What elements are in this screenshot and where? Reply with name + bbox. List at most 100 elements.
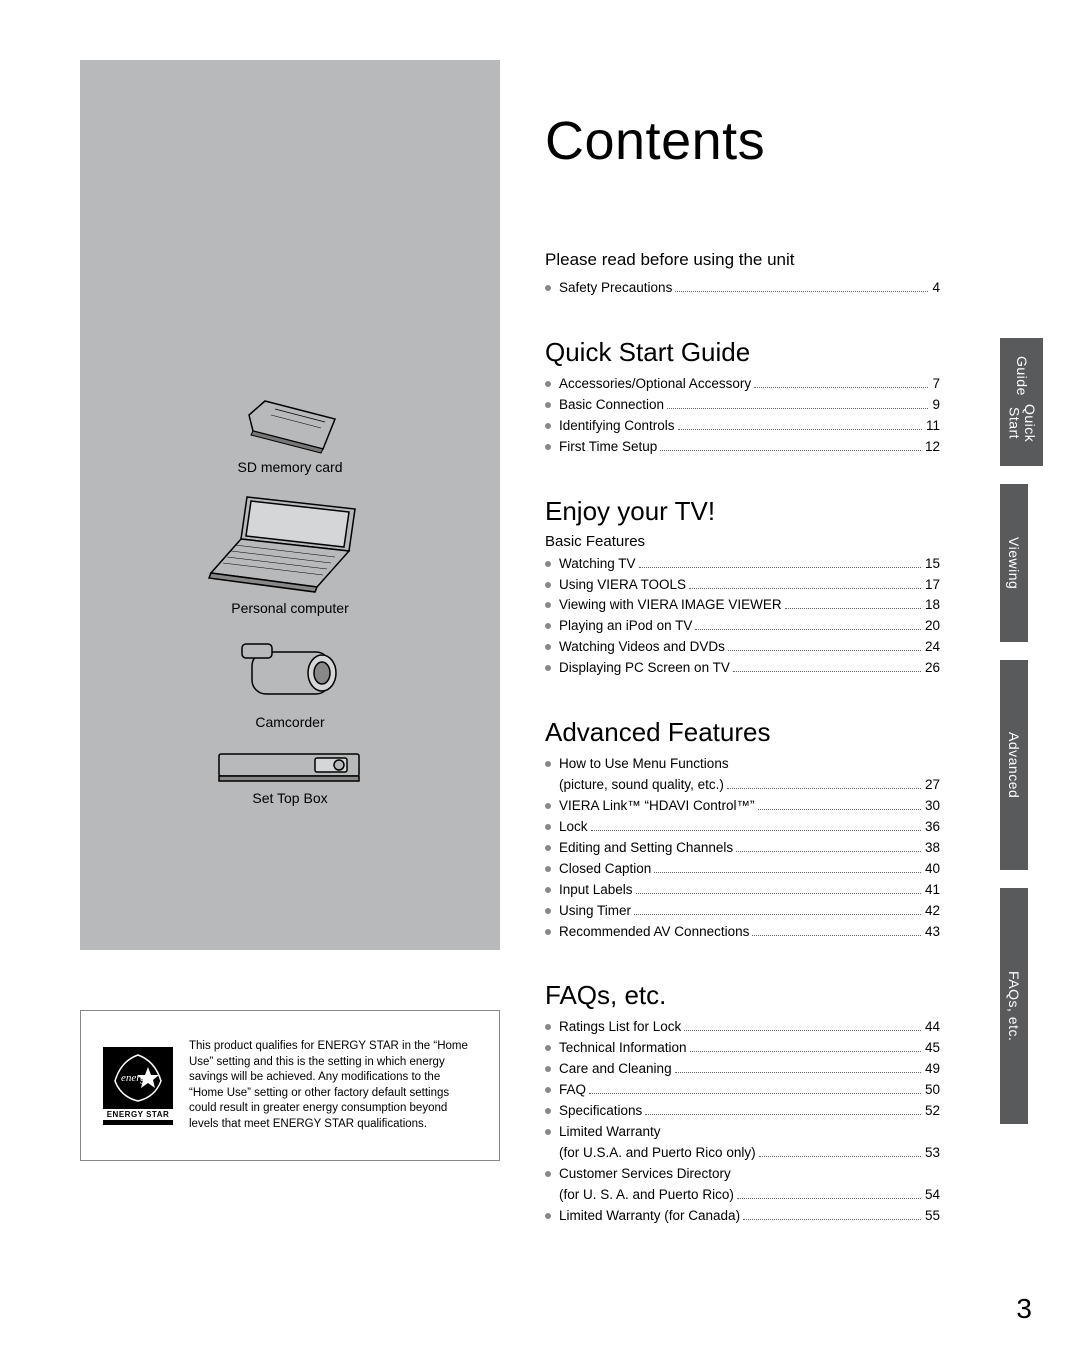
toc-item-page: 43 <box>925 922 940 943</box>
toc-item: Recommended AV Connections43 <box>545 922 940 943</box>
leader-dots <box>634 914 921 915</box>
section-heading: Advanced Features <box>545 717 940 748</box>
left-column: SD memory card <box>80 60 500 1161</box>
device-camcorder: Camcorder <box>160 634 420 730</box>
section-heading: Quick Start Guide <box>545 337 940 368</box>
toc-item: Input Labels41 <box>545 880 940 901</box>
leader-dots <box>727 788 921 789</box>
device-illustration-panel: SD memory card <box>80 60 500 950</box>
toc-item-label: Editing and Setting Channels <box>559 838 733 859</box>
leader-dots <box>733 671 921 672</box>
toc-item-label: Accessories/Optional Accessory <box>559 374 751 395</box>
section-heading: Enjoy your TV! <box>545 496 940 527</box>
toc-item-page: 30 <box>925 796 940 817</box>
leader-dots <box>690 1051 921 1052</box>
toc-item-page: 15 <box>925 554 940 575</box>
toc-item: Basic Connection9 <box>545 395 940 416</box>
toc-item-page: 40 <box>925 859 940 880</box>
bullet-icon <box>545 602 551 608</box>
toc-item-page: 27 <box>925 775 940 796</box>
toc-item-label: Viewing with VIERA IMAGE VIEWER <box>559 595 782 616</box>
toc-item-label: Watching TV <box>559 554 636 575</box>
toc-item-page: 44 <box>925 1017 940 1038</box>
toc-list: Watching TV 15 Using VIERA TOOLS 17 Viewing … <box>545 554 940 680</box>
toc-item: VIERA Link™ “HDAVI Control™”30 <box>545 796 940 817</box>
toc-item-page: 9 <box>932 395 940 416</box>
toc-item-page: 49 <box>925 1059 940 1080</box>
page-title: Contents <box>545 110 940 172</box>
toc-item-page: 17 <box>925 575 940 596</box>
bullet-icon <box>545 644 551 650</box>
toc-item-page: 53 <box>925 1143 940 1164</box>
leader-dots <box>636 893 921 894</box>
toc-item-page: 36 <box>925 817 940 838</box>
laptop-icon <box>205 493 375 598</box>
bullet-icon <box>545 908 551 914</box>
toc-item-label: FAQ <box>559 1080 586 1101</box>
toc-item: Identifying Controls11 <box>545 416 940 437</box>
leader-dots <box>660 450 921 451</box>
page-number: 3 <box>1016 1293 1032 1325</box>
toc-item: Specifications52 <box>545 1101 940 1122</box>
toc-item-label: First Time Setup <box>559 437 657 458</box>
bullet-icon <box>545 582 551 588</box>
toc-item: Watching Videos and DVDs24 <box>545 637 940 658</box>
toc-item-page: 54 <box>925 1185 940 1206</box>
toc-item: Safety Precautions4 <box>545 278 940 299</box>
leader-dots <box>695 629 921 630</box>
toc-item-label: Identifying Controls <box>559 416 675 437</box>
toc-item-label: (picture, sound quality, etc.) <box>559 775 724 796</box>
energy-star-badge-label: ENERGY STAR <box>103 1109 173 1120</box>
sd-card-icon <box>235 395 345 457</box>
toc-item-page: 52 <box>925 1101 940 1122</box>
toc-item-label: Limited Warranty (for Canada) <box>559 1206 740 1227</box>
bullet-icon <box>545 1213 551 1219</box>
bullet-icon <box>545 402 551 408</box>
toc-item: Care and Cleaning 49 <box>545 1059 940 1080</box>
toc-item-label: Technical Information <box>559 1038 687 1059</box>
toc-list: Accessories/Optional Accessory7Basic Con… <box>545 374 940 458</box>
toc-item-label: Lock <box>559 817 588 838</box>
bullet-icon <box>545 1108 551 1114</box>
toc-item: How to Use Menu Functions <box>545 754 940 775</box>
toc-item-label: Ratings List for Lock <box>559 1017 681 1038</box>
toc-item-page: 42 <box>925 901 940 922</box>
leader-dots <box>759 1156 921 1157</box>
bullet-icon <box>545 423 551 429</box>
bullet-icon <box>545 561 551 567</box>
toc-item-label: (for U.S.A. and Puerto Rico only) <box>559 1143 756 1164</box>
leader-dots <box>736 851 921 852</box>
side-tab: GuideQuick Start <box>1000 338 1043 466</box>
toc-item-page: 41 <box>925 880 940 901</box>
leader-dots <box>675 291 928 292</box>
toc-item: Closed Caption 40 <box>545 859 940 880</box>
bullet-icon <box>545 1045 551 1051</box>
toc-item: (for U.S.A. and Puerto Rico only) 53 <box>545 1143 940 1164</box>
energy-star-text: This product qualifies for ENERGY STAR i… <box>189 1039 477 1132</box>
bullet-icon <box>545 1087 551 1093</box>
bullet-icon <box>545 1171 551 1177</box>
toc-item-page: 18 <box>925 595 940 616</box>
toc-item: Watching TV 15 <box>545 554 940 575</box>
energy-star-logo: energy ENERGY STAR <box>103 1047 173 1125</box>
side-tab: Viewing <box>1000 484 1028 642</box>
toc-item-label: How to Use Menu Functions <box>559 754 729 775</box>
device-laptop: Personal computer <box>160 493 420 616</box>
side-tab: FAQs, etc. <box>1000 888 1028 1124</box>
bullet-icon <box>545 665 551 671</box>
section-heading: FAQs, etc. <box>545 980 940 1011</box>
intro-heading: Please read before using the unit <box>545 250 940 270</box>
toc-item-page: 20 <box>925 616 940 637</box>
toc-item: Limited Warranty (for Canada)55 <box>545 1206 940 1227</box>
bullet-icon <box>545 866 551 872</box>
toc-item-label: (for U. S. A. and Puerto Rico) <box>559 1185 734 1206</box>
toc-item-page: 12 <box>925 437 940 458</box>
device-label: Personal computer <box>160 600 420 616</box>
leader-dots <box>754 387 928 388</box>
side-tab: Advanced <box>1000 660 1028 870</box>
toc-item-label: Using VIERA TOOLS <box>559 575 686 596</box>
section-subheading: Basic Features <box>545 533 940 550</box>
toc-item-label: Closed Caption <box>559 859 651 880</box>
toc-item-label: Care and Cleaning <box>559 1059 672 1080</box>
toc-item-page: 50 <box>925 1080 940 1101</box>
